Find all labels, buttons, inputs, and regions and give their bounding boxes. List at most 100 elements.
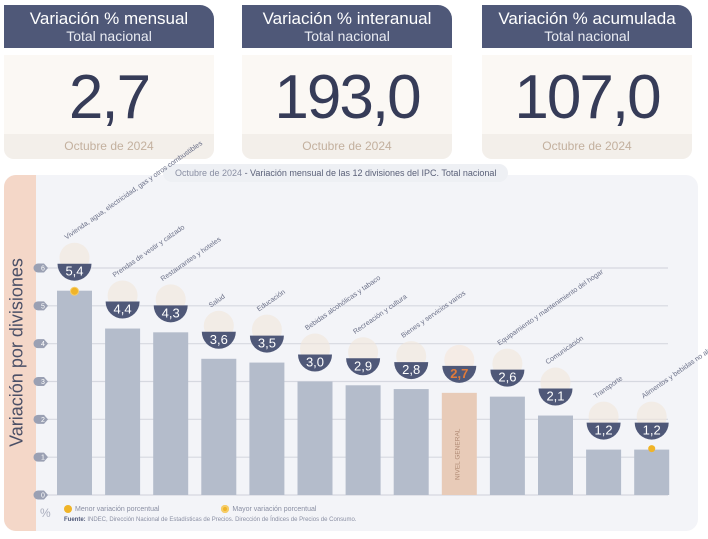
value-badge (394, 362, 429, 380)
y-tick-label: 6 (41, 266, 45, 273)
value-badge (57, 263, 92, 281)
chart-title-period: Octubre de 2024 (175, 168, 243, 178)
data-label: 4,4 (114, 302, 132, 317)
legend-max-marker-icon (221, 505, 230, 513)
card-accumulated: Variación % acumulada Total nacional 107… (482, 5, 692, 159)
category-label: Equipamiento y mantenimiento del hogar (497, 268, 606, 347)
value-badge (249, 335, 284, 353)
y-tick-label: 3 (41, 379, 45, 386)
card-value: 193,0 (274, 63, 421, 132)
bar (345, 385, 381, 495)
legend-max-label: Mayor variación porcentual (232, 505, 317, 513)
data-label: 1,2 (643, 423, 661, 438)
category-label: Comunicación (545, 335, 585, 366)
card-body: 193,0 Octubre de 2024 (242, 55, 452, 159)
data-label: 2,9 (354, 358, 372, 373)
value-badge (346, 358, 381, 376)
value-badge (442, 365, 477, 383)
value-badge (634, 422, 669, 440)
legend-min-marker-icon (64, 505, 72, 513)
data-label: 3,5 (258, 336, 276, 351)
chart-title: Octubre de 2024 - Variación mensual de l… (163, 164, 509, 182)
card-subtitle: Total nacional (304, 28, 390, 44)
bar (441, 392, 477, 495)
bar (393, 389, 429, 495)
data-label: 2,8 (402, 362, 420, 377)
y-axis-band (4, 175, 36, 531)
value-badge (490, 369, 525, 387)
value-badge (538, 388, 573, 406)
value-badge (201, 331, 236, 349)
category-label: Bienes y servicios varios (400, 290, 467, 340)
data-label: 2,1 (546, 389, 564, 404)
card-header: Variación % acumulada Total nacional (482, 5, 692, 48)
source-label: Fuente: (64, 517, 86, 523)
source-text: INDEC, Dirección Nacional de Estadística… (85, 517, 357, 523)
max-marker (70, 286, 79, 296)
legend: Menor variación porcentual Mayor variaci… (64, 505, 316, 513)
category-label: Transporte (593, 375, 625, 400)
y-tick-marker (33, 339, 48, 349)
card-value: 107,0 (514, 63, 661, 132)
y-tick-marker (33, 263, 48, 273)
value-badge (105, 301, 140, 319)
card-header: Variación % mensual Total nacional (4, 5, 214, 48)
card-monthly: Variación % mensual Total nacional 2,7 O… (4, 5, 214, 159)
category-label: Alimentos y bebidas no alcohólicas (641, 332, 708, 401)
chart-title-text: - Variación mensual de las 12 divisiones… (242, 168, 497, 178)
y-tick-marker (33, 490, 48, 500)
y-tick-label: 1 (41, 455, 45, 462)
data-label: 2,6 (498, 370, 516, 385)
data-label: 4,3 (162, 305, 180, 320)
bar (105, 328, 141, 495)
y-tick-label: 5 (41, 303, 45, 310)
bar (297, 381, 333, 495)
data-label: 3,0 (306, 355, 324, 370)
card-subtitle: Total nacional (66, 28, 152, 44)
y-tick-marker (33, 301, 48, 311)
value-badge (153, 305, 188, 323)
category-label: Educación (256, 289, 287, 314)
card-title: Variación % acumulada (498, 9, 676, 28)
card-period: Octubre de 2024 (4, 134, 214, 159)
category-label: Recreación y cultura (352, 294, 408, 336)
bar (489, 396, 525, 495)
min-marker (648, 445, 656, 453)
value-badge (298, 354, 332, 372)
category-label: Salud (208, 293, 227, 309)
y-unit-label: % (40, 506, 51, 520)
y-tick-marker (33, 452, 48, 462)
data-label: 5,4 (65, 264, 83, 279)
data-label: 2,7 (450, 366, 468, 381)
source-note: Fuente: INDEC, Dirección Nacional de Est… (64, 517, 356, 523)
data-label: 3,6 (210, 332, 228, 347)
y-tick-label: 2 (41, 417, 45, 424)
card-title: Variación % interanual (262, 9, 432, 28)
card-body: 2,7 Octubre de 2024 (4, 55, 214, 159)
card-value: 2,7 (68, 63, 151, 132)
card-header: Variación % interanual Total nacional (242, 5, 452, 48)
card-body: 107,0 Octubre de 2024 (482, 55, 692, 159)
y-tick-label: 4 (41, 341, 45, 348)
y-tick-marker (33, 414, 48, 424)
legend-min-label: Menor variación porcentual (75, 505, 160, 513)
bar (249, 362, 285, 495)
y-tick-marker (33, 377, 48, 386)
card-subtitle: Total nacional (544, 28, 630, 44)
y-tick-label: 0 (41, 493, 45, 500)
bar (586, 449, 622, 495)
category-label: Restaurantes y hoteles (160, 236, 223, 283)
card-title: Variación % mensual (29, 9, 189, 28)
card-period: Octubre de 2024 (242, 134, 452, 159)
data-label: 1,2 (595, 423, 613, 438)
bar (538, 415, 573, 495)
bar (634, 449, 670, 495)
bar (153, 332, 189, 495)
value-badge (586, 422, 621, 440)
card-period: Octubre de 2024 (482, 134, 692, 159)
card-interannual: Variación % interanual Total nacional 19… (242, 5, 452, 159)
highlight-bar-label: NIVEL GENERAL (454, 428, 461, 480)
bar (57, 290, 92, 495)
bar (201, 358, 237, 495)
